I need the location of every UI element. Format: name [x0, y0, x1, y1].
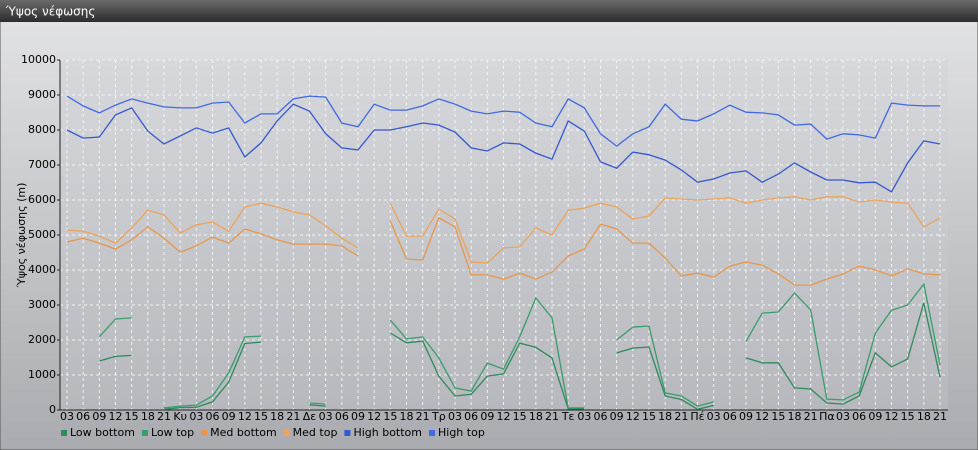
legend-label: High bottom: [353, 426, 422, 439]
y-tick-label: 1000: [28, 368, 56, 381]
series-line: [66, 196, 941, 264]
x-tick-label: 03: [60, 410, 74, 423]
x-tick-label: 18: [141, 410, 155, 423]
x-tick-label: 15: [513, 410, 527, 423]
x-tick-label: Δε: [303, 410, 317, 423]
x-tick-label: 18: [788, 410, 802, 423]
series-line: [66, 95, 940, 147]
x-tick-label: 03: [448, 410, 462, 423]
x-tick-label: 15: [383, 410, 397, 423]
legend-swatch: [141, 430, 148, 436]
x-tick-label: 09: [92, 410, 106, 423]
x-tick-label: 15: [771, 410, 785, 423]
x-tick-label: Πα: [819, 410, 835, 423]
x-tick-label: 12: [238, 410, 252, 423]
legend-label: Med bottom: [210, 426, 277, 439]
legend-label: Med top: [293, 426, 338, 439]
legend-swatch: [201, 430, 208, 436]
title-bar: [0, 0, 978, 22]
legend-swatch: [283, 430, 290, 436]
x-tick-label: 03: [707, 410, 721, 423]
x-tick-label: 18: [270, 410, 284, 423]
x-tick-label: 21: [804, 410, 818, 423]
x-tick-label: 06: [594, 410, 608, 423]
x-tick-label: 03: [319, 410, 333, 423]
x-tick-label: Τε: [561, 410, 575, 423]
legend-swatch: [344, 430, 351, 436]
x-tick-label: 18: [658, 410, 672, 423]
x-tick-label: 06: [852, 410, 866, 423]
x-tick-label: 18: [400, 410, 414, 423]
y-tick-label: 4000: [28, 263, 56, 276]
x-tick-label: 21: [416, 410, 430, 423]
y-tick-label: 2000: [28, 333, 56, 346]
legend-label: Low top: [151, 426, 194, 439]
x-tick-label: 21: [286, 410, 300, 423]
x-tick-label: 18: [529, 410, 543, 423]
y-tick-label: 9000: [28, 88, 56, 101]
x-tick-label: 12: [109, 410, 123, 423]
x-tick-label: 09: [610, 410, 624, 423]
y-tick-label: 0: [49, 403, 56, 416]
legend-swatch: [429, 430, 435, 436]
legend-label: Low bottom: [70, 426, 135, 439]
x-tick-label: 12: [367, 410, 381, 423]
legend-label: High top: [438, 426, 485, 439]
x-tick-label: 21: [933, 410, 947, 423]
x-tick-label: 12: [755, 410, 769, 423]
x-tick-label: 21: [674, 410, 688, 423]
x-tick-label: 09: [868, 410, 882, 423]
x-tick-label: 15: [642, 410, 656, 423]
y-tick-label: 3000: [28, 298, 56, 311]
y-tick-label: 8000: [28, 123, 56, 136]
x-tick-label: 06: [76, 410, 90, 423]
x-tick-label: 21: [545, 410, 559, 423]
x-tick-label: 06: [464, 410, 478, 423]
x-tick-label: 15: [125, 410, 139, 423]
x-tick-label: 09: [351, 410, 365, 423]
x-tick-label: Τρ: [431, 410, 446, 423]
y-tick-label: 7000: [28, 158, 56, 171]
series-line: [66, 216, 941, 286]
y-tick-label: 10000: [21, 53, 56, 66]
x-tick-label: 03: [577, 410, 591, 423]
x-tick-label: 15: [254, 410, 268, 423]
y-tick-label: 6000: [28, 193, 56, 206]
y-axis-label: Ύψος νέφωσης (m): [15, 183, 28, 289]
x-tick-label: Πέ: [690, 410, 704, 423]
x-tick-label: 09: [480, 410, 494, 423]
window-title: Ύψος νέφωσης: [5, 5, 95, 19]
x-tick-label: 09: [739, 410, 753, 423]
y-tick-label: 5000: [28, 228, 56, 241]
legend-swatch: [61, 430, 67, 436]
x-tick-label: 06: [723, 410, 737, 423]
x-tick-label: 21: [157, 410, 171, 423]
x-tick-label: 15: [901, 410, 915, 423]
series-line: [99, 302, 941, 410]
series-line: [66, 103, 941, 193]
x-tick-label: 06: [335, 410, 349, 423]
x-tick-label: Κυ: [173, 410, 187, 423]
x-tick-label: 12: [626, 410, 640, 423]
x-tick-label: 03: [189, 410, 203, 423]
x-tick-label: 03: [836, 410, 850, 423]
series-line: [98, 282, 941, 409]
x-tick-label: 18: [917, 410, 931, 423]
x-tick-label: 09: [222, 410, 236, 423]
x-tick-label: 12: [497, 410, 511, 423]
x-tick-label: 12: [885, 410, 899, 423]
x-tick-label: 06: [206, 410, 220, 423]
